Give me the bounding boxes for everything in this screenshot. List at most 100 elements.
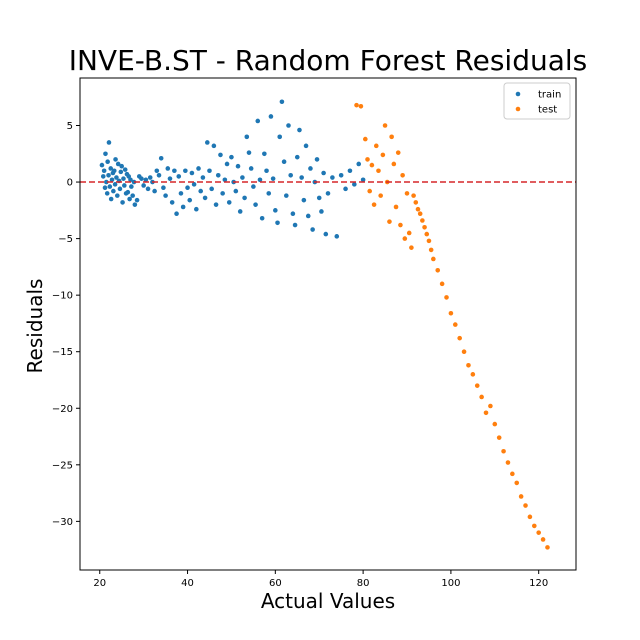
train-point-27 xyxy=(121,176,126,181)
test-point-16 xyxy=(393,204,399,210)
test-point-35 xyxy=(439,281,445,287)
train-point-29 xyxy=(122,167,128,172)
test-point-55 xyxy=(527,514,533,520)
y-tick-label-5: 5 xyxy=(67,121,73,132)
test-point-11 xyxy=(382,123,388,128)
test-point-19 xyxy=(400,172,405,178)
test-point-18 xyxy=(398,222,403,228)
test-point-41 xyxy=(466,362,471,368)
train-point-88 xyxy=(240,175,245,180)
train-point-79 xyxy=(220,191,225,196)
train-point-126 xyxy=(323,231,329,237)
train-point-53 xyxy=(163,193,168,198)
train-point-15 xyxy=(111,188,116,194)
train-point-61 xyxy=(180,204,186,210)
train-point-86 xyxy=(235,163,241,169)
train-point-101 xyxy=(268,114,274,119)
y-tick-label--20: −20 xyxy=(52,404,73,415)
test-point-3 xyxy=(365,157,370,162)
train-point-90 xyxy=(244,134,250,140)
test-point-30 xyxy=(424,231,430,237)
train-point-95 xyxy=(255,118,261,124)
y-tick-label--5: −5 xyxy=(58,234,73,245)
train-point-48 xyxy=(152,188,157,194)
train-point-135 xyxy=(360,177,366,183)
train-point-63 xyxy=(185,185,190,191)
test-point-29 xyxy=(422,224,427,230)
test-point-17 xyxy=(395,150,401,155)
test-point-21 xyxy=(404,191,410,196)
test-point-42 xyxy=(470,372,476,377)
test-point-50 xyxy=(505,460,511,465)
test-point-22 xyxy=(406,230,412,236)
test-point-6 xyxy=(371,202,377,207)
x-tick-label-80: 80 xyxy=(357,578,370,589)
train-point-54 xyxy=(165,166,171,171)
train-point-71 xyxy=(202,195,208,201)
train-point-81 xyxy=(224,161,230,167)
train-point-108 xyxy=(284,193,289,198)
train-point-60 xyxy=(178,191,184,196)
test-point-51 xyxy=(510,471,515,477)
train-point-125 xyxy=(321,170,326,176)
test-point-56 xyxy=(532,523,537,529)
train-point-123 xyxy=(316,195,322,201)
train-point-6 xyxy=(104,191,110,196)
train-point-120 xyxy=(310,227,315,232)
test-point-26 xyxy=(415,206,421,212)
train-point-78 xyxy=(218,152,223,158)
train-point-67 xyxy=(194,206,199,212)
train-point-122 xyxy=(314,157,320,162)
train-point-133 xyxy=(352,182,357,187)
train-point-0 xyxy=(99,162,105,168)
test-point-31 xyxy=(426,238,432,244)
legend-label-train: train xyxy=(538,90,561,101)
train-point-98 xyxy=(262,151,267,157)
train-point-57 xyxy=(172,168,177,174)
train-point-45 xyxy=(145,186,151,192)
test-point-53 xyxy=(518,494,524,499)
train-point-82 xyxy=(226,200,232,205)
train-point-89 xyxy=(242,195,247,201)
legend: train test xyxy=(503,82,571,120)
train-point-130 xyxy=(338,172,344,178)
test-point-10 xyxy=(380,152,386,158)
train-point-17 xyxy=(112,182,118,187)
y-tick-label-0: 0 xyxy=(67,178,73,189)
test-point-33 xyxy=(431,256,436,262)
test-point-32 xyxy=(428,247,434,253)
test-point-14 xyxy=(389,134,394,140)
train-point-12 xyxy=(108,196,114,202)
test-point-45 xyxy=(483,410,489,416)
train-point-114 xyxy=(297,127,302,133)
train-point-129 xyxy=(334,234,340,239)
train-point-10 xyxy=(107,184,113,189)
train-point-115 xyxy=(299,175,304,180)
train-point-13 xyxy=(109,177,115,183)
train-point-68 xyxy=(196,166,201,171)
train-point-93 xyxy=(251,184,256,189)
test-point-13 xyxy=(387,219,392,224)
train-point-106 xyxy=(279,99,285,105)
legend-box xyxy=(503,82,571,120)
train-point-116 xyxy=(301,197,307,203)
train-point-59 xyxy=(176,174,182,179)
train-point-16 xyxy=(111,168,117,174)
train-point-42 xyxy=(139,176,144,181)
test-point-34 xyxy=(435,267,441,273)
train-point-34 xyxy=(127,196,132,202)
train-point-77 xyxy=(215,172,221,178)
train-point-124 xyxy=(319,209,324,214)
train-point-37 xyxy=(130,193,135,198)
test-point-0 xyxy=(354,102,359,108)
train-point-46 xyxy=(147,175,153,180)
train-point-49 xyxy=(154,168,160,174)
train-point-109 xyxy=(286,123,291,128)
train-point-11 xyxy=(108,166,114,171)
test-point-39 xyxy=(457,335,462,341)
x-tick-label-60: 60 xyxy=(269,578,282,589)
train-point-8 xyxy=(106,172,111,178)
y-tick-label--10: −10 xyxy=(52,291,73,302)
train-point-104 xyxy=(275,220,280,226)
